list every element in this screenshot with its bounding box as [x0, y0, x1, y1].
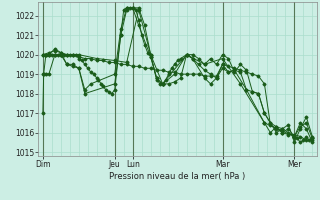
- X-axis label: Pression niveau de la mer( hPa ): Pression niveau de la mer( hPa ): [109, 172, 246, 181]
